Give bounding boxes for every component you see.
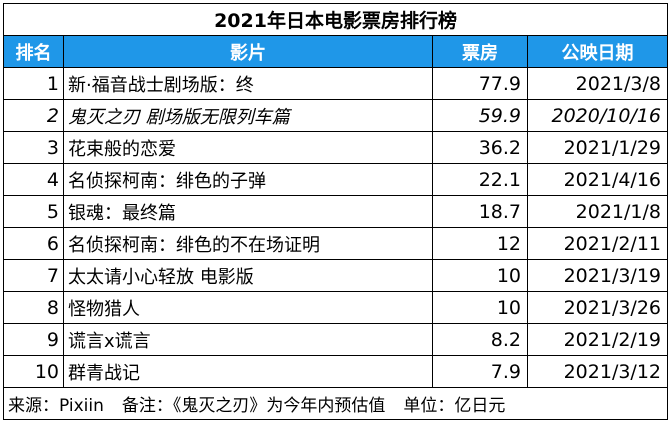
rank-cell: 8 [3,291,64,324]
box-office-cell: 36.2 [432,131,528,164]
rank-cell: 1 [3,67,64,100]
table-row: 9 谎言x谎言 8.2 2021/2/19 [3,323,669,356]
release-date-cell: 2021/1/29 [526,131,669,164]
box-office-cell: 8.2 [432,323,528,356]
footer-row: 来源：Pixiin 备注：《鬼灭之刃》为今年内预估值 单位：亿日元 [2,387,669,420]
rank-cell: 2 [3,99,64,132]
release-date-cell: 2021/3/12 [526,355,669,388]
release-date-cell: 2020/10/16 [526,99,669,132]
rank-cell: 3 [3,131,64,164]
box-office-cell: 77.9 [432,67,528,100]
footer-note: 来源：Pixiin 备注：《鬼灭之刃》为今年内预估值 单位：亿日元 [2,387,669,420]
header-box-office: 票房 [432,35,528,68]
table-row: 7 太太请小心轻放 电影版 10 2021/3/19 [3,259,669,292]
box-office-cell: 18.7 [432,195,528,228]
table-row: 6 名侦探柯南：绯色的不在场证明 12 2021/2/11 [3,227,669,260]
rank-cell: 4 [3,163,64,196]
footer-unit: 单位：亿日元 [403,396,506,416]
box-office-cell: 59.9 [432,99,528,132]
release-date-cell: 2021/4/16 [526,163,669,196]
film-cell: 银魂：最终篇 [63,195,433,228]
table-row: 1 新·福音战士剧场版：终 77.9 2021/3/8 [3,67,669,100]
box-office-cell: 10 [432,291,528,324]
header-release-date: 公映日期 [526,35,669,68]
film-cell: 群青战记 [63,355,433,388]
table-row: 8 怪物猎人 10 2021/3/26 [3,291,669,324]
film-cell: 鬼灭之刃 剧场版无限列车篇 [63,99,433,132]
header-row: 排名 影片 票房 公映日期 [3,35,669,68]
box-office-cell: 7.9 [432,355,528,388]
header-rank: 排名 [3,35,64,68]
release-date-cell: 2021/3/8 [526,67,669,100]
box-office-cell: 12 [432,227,528,260]
title-row: 2021年日本电影票房排行榜 [2,3,669,36]
box-office-cell: 22.1 [432,163,528,196]
film-cell: 怪物猎人 [63,291,433,324]
rank-cell: 10 [3,355,64,388]
release-date-cell: 2021/3/26 [526,291,669,324]
table-row: 2 鬼灭之刃 剧场版无限列车篇 59.9 2020/10/16 [3,99,669,132]
film-cell: 新·福音战士剧场版：终 [63,67,433,100]
rank-cell: 6 [3,227,64,260]
box-office-table: 2021年日本电影票房排行榜 排名 影片 票房 公映日期 1 新·福音战士剧场版：… [2,3,669,420]
header-film: 影片 [63,35,433,68]
release-date-cell: 2021/2/19 [526,323,669,356]
release-date-cell: 2021/2/11 [526,227,669,260]
footer-remark: 备注：《鬼灭之刃》为今年内预估值 [121,396,386,416]
release-date-cell: 2021/1/8 [526,195,669,228]
rank-cell: 5 [3,195,64,228]
film-cell: 名侦探柯南：绯色的不在场证明 [63,227,433,260]
rank-cell: 7 [3,259,64,292]
table-title: 2021年日本电影票房排行榜 [2,3,669,36]
film-cell: 谎言x谎言 [63,323,433,356]
film-cell: 名侦探柯南：绯色的子弹 [63,163,433,196]
box-office-cell: 10 [432,259,528,292]
table-row: 10 群青战记 7.9 2021/3/12 [3,355,669,388]
table-row: 3 花束般的恋爱 36.2 2021/1/29 [3,131,669,164]
table-row: 4 名侦探柯南：绯色的子弹 22.1 2021/4/16 [3,163,669,196]
release-date-cell: 2021/3/19 [526,259,669,292]
film-cell: 太太请小心轻放 电影版 [63,259,433,292]
table-row: 5 银魂：最终篇 18.7 2021/1/8 [3,195,669,228]
footer-source: 来源：Pixiin [8,396,104,416]
film-cell: 花束般的恋爱 [63,131,433,164]
rank-cell: 9 [3,323,64,356]
